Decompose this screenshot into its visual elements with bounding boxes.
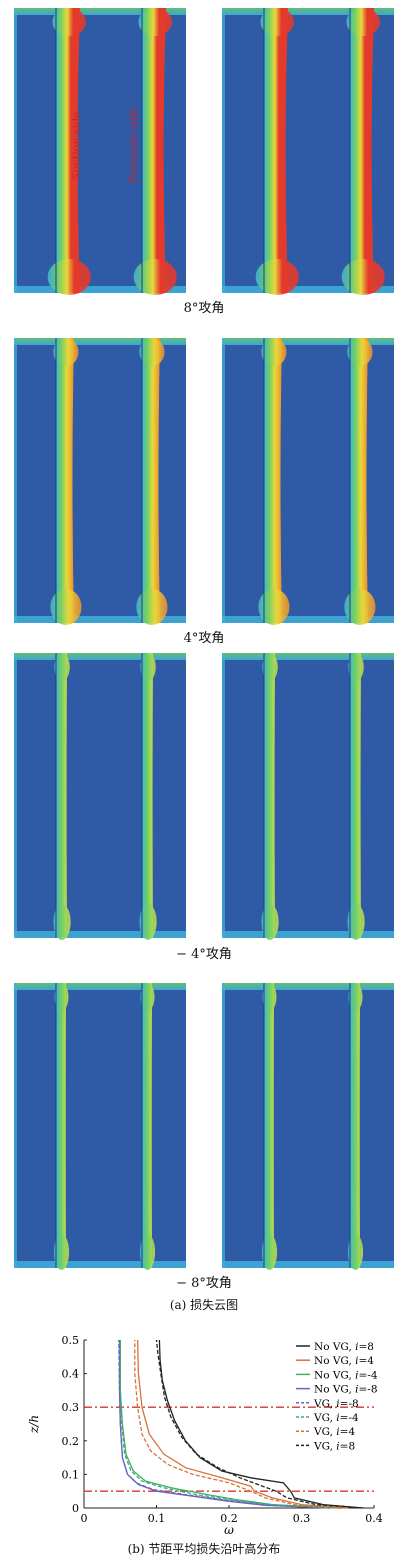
caption-8deg: 8°攻角	[183, 301, 225, 316]
x-tick-label: 0.4	[365, 1512, 383, 1525]
series-line-5	[119, 1340, 335, 1509]
y-tick-label: 0.2	[62, 1435, 80, 1448]
legend-label: VG, i=-4	[313, 1412, 359, 1424]
legend-label: No VG, i=8	[314, 1341, 374, 1353]
caption-minus4deg: − 4°攻角	[176, 947, 232, 962]
contour-2-right	[222, 653, 394, 940]
x-tick-label: 0.3	[293, 1512, 311, 1525]
legend-label: No VG, i=-8	[314, 1384, 378, 1396]
caption-minus8deg: − 8°攻角	[176, 1276, 232, 1291]
series-line-1	[136, 1339, 349, 1509]
contour-canvas: Suction side Pressure side	[14, 8, 394, 1270]
y-tick-label: 0.1	[62, 1468, 80, 1481]
legend-label: VG, i=8	[313, 1440, 355, 1452]
caption-4deg: 4°攻角	[183, 631, 225, 646]
series-line-2	[119, 1340, 338, 1509]
y-tick-label: 0	[72, 1502, 79, 1515]
legend-label: No VG, i=-4	[314, 1369, 378, 1381]
contour-2-left	[14, 653, 186, 940]
contour-0-right	[222, 8, 394, 295]
series-line-6	[134, 1340, 346, 1509]
x-axis-label: ω	[224, 1523, 234, 1537]
suction-side-label: Suction side	[70, 111, 83, 180]
contour-3-right	[222, 983, 394, 1270]
legend-label: VG, i=4	[313, 1426, 355, 1438]
x-tick-label: 0.1	[148, 1512, 166, 1525]
y-tick-label: 0.5	[62, 1334, 80, 1347]
contour-1-left	[14, 338, 186, 625]
series-line-0	[158, 1339, 364, 1509]
pressure-side-label: Pressure side	[127, 107, 140, 183]
series-line-4	[118, 1339, 331, 1509]
subfig-b-caption: (b) 节距平均损失沿叶高分布	[127, 1542, 281, 1556]
legend-label: VG, i=-8	[313, 1398, 359, 1410]
loss-distribution-chart: 0 0.1 0.2 0.3 0.4 0.5 0 0.1 0.2 0.3 0.4 z/h ω No VG, …	[27, 1334, 383, 1537]
y-tick-label: 0.4	[62, 1368, 80, 1381]
subfig-a-caption: (a) 损失云图	[169, 1298, 239, 1312]
contour-3-left	[14, 983, 186, 1270]
contour-1-right	[222, 338, 394, 625]
legend-label: No VG, i=4	[314, 1355, 374, 1367]
y-tick-label: 0.3	[62, 1401, 80, 1414]
series-line-7	[155, 1339, 364, 1509]
y-axis-label: z/h	[27, 1415, 41, 1434]
x-tick-label: 0	[81, 1512, 88, 1525]
contour-0-left	[14, 8, 186, 295]
x-tick-label: 0.2	[220, 1512, 238, 1525]
